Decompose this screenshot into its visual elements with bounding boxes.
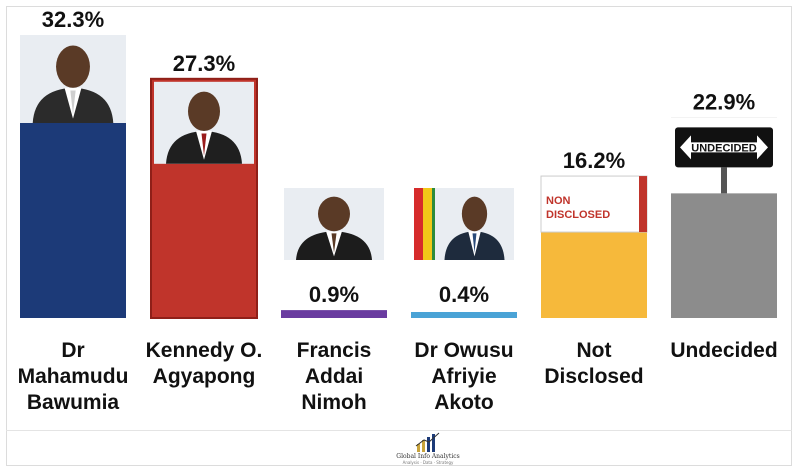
non-disclosed-sign-icon: NON DISCLOSED — [540, 175, 648, 233]
portrait-photo-icon — [284, 188, 384, 260]
bar-group: UNDECIDED 22.9% — [671, 89, 777, 318]
x-tick-label: Undecided — [670, 339, 778, 362]
data-label: 27.3% — [173, 51, 235, 76]
logo-name: Global Info Analytics — [396, 453, 460, 460]
data-label: 32.3% — [42, 7, 104, 32]
svg-text:NON: NON — [546, 195, 571, 207]
x-tick-label: Kennedy O. Agyapong — [145, 339, 263, 388]
data-label: 16.2% — [563, 148, 625, 173]
x-tick-label: Dr Mahamudu Bawumia — [17, 339, 129, 414]
bar-group: 0.4% — [411, 188, 517, 318]
bar-group: 32.3% — [20, 7, 126, 318]
chart-frame — [6, 6, 792, 466]
logo-tagline: Analysis · Data · Strategy — [402, 460, 454, 465]
data-label: 22.9% — [693, 89, 755, 114]
x-tick-label: Francis Addai Nimoh — [296, 339, 372, 414]
data-label: 0.4% — [439, 282, 489, 307]
bar-group: 27.3% — [150, 51, 258, 320]
footer-divider — [6, 430, 792, 431]
bar — [411, 312, 517, 318]
svg-text:DISCLOSED: DISCLOSED — [546, 209, 610, 221]
portrait-photo-icon — [20, 35, 126, 123]
bar-chart: 32.3% 27.3% 0.9% 0.4% NON DISCLOSED 16.2% UNDEC… — [20, 7, 777, 320]
undecided-road-sign-icon: UNDECIDED — [671, 117, 777, 194]
logo-bars-icon — [415, 432, 440, 452]
bar-group: NON DISCLOSED 16.2% — [540, 148, 648, 318]
portrait-photo-icon — [414, 188, 514, 260]
bar-group: 0.9% — [281, 188, 387, 318]
x-tick-label: Dr Owusu Afriyie Akoto — [414, 339, 514, 414]
data-label: 0.9% — [309, 282, 359, 307]
portrait-photo-icon — [154, 81, 254, 164]
bar — [281, 310, 387, 318]
x-tick-label: Not Disclosed — [544, 339, 644, 388]
svg-text:UNDECIDED: UNDECIDED — [691, 142, 756, 154]
company-logo: Global Info Analytics Analysis · Data · … — [368, 432, 488, 472]
